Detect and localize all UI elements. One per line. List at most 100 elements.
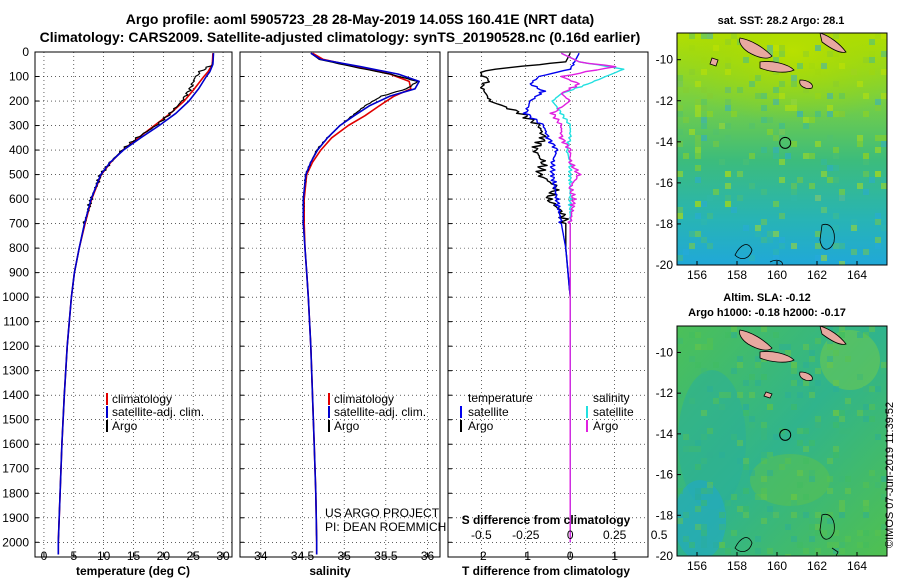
map-pixel	[851, 219, 857, 225]
map-pixel	[725, 171, 731, 177]
salinity-legend: climatology satellite-adj. clim. Argo	[328, 392, 426, 433]
map-pixel	[839, 332, 845, 338]
map-pixel	[743, 488, 749, 494]
map-pixel	[725, 201, 731, 207]
map-pixel	[839, 512, 845, 518]
map-pixel	[767, 45, 773, 51]
map-pixel	[725, 87, 731, 93]
map-pixel	[725, 183, 731, 189]
map-pixel	[773, 201, 779, 207]
map-pixel	[833, 51, 839, 57]
depth-tick-label: 700	[9, 217, 29, 231]
map-pixel	[689, 398, 695, 404]
x-tick-label: 36	[421, 549, 435, 563]
map-pixel	[743, 326, 749, 332]
salinity-lines	[301, 52, 421, 555]
map-pixel	[791, 81, 797, 87]
map-pixel	[809, 326, 815, 332]
sst-map: 156 158 160 162 164 -10 -12 -14 -16 -18 -20	[656, 32, 888, 282]
reef-outline	[819, 223, 835, 250]
sst-pixel-noise	[677, 33, 887, 265]
island-shape	[739, 37, 773, 59]
map-pixel	[707, 213, 713, 219]
temperature-x-ticks: 0 5 10 15 20 25 30	[35, 51, 230, 563]
reef-outline	[734, 244, 753, 260]
map-pixel	[695, 506, 701, 512]
map-pixel	[869, 404, 875, 410]
map-pixel	[791, 536, 797, 542]
map-pixel	[875, 147, 881, 153]
map-pixel	[815, 524, 821, 530]
map-pixel	[875, 171, 881, 177]
island-shape	[709, 57, 719, 67]
map-pixel	[827, 476, 833, 482]
map-pixel	[713, 45, 719, 51]
map-pixel	[695, 446, 701, 452]
map-pixel	[677, 518, 683, 524]
map-pixel	[701, 69, 707, 75]
map-pixel	[791, 404, 797, 410]
map-pixel	[791, 105, 797, 111]
map-pixel	[863, 542, 869, 548]
map-pixel	[791, 500, 797, 506]
map-pixel	[875, 105, 881, 111]
series-line	[549, 52, 617, 543]
map-pixel	[857, 135, 863, 141]
map-pixel	[713, 398, 719, 404]
map-pixel	[851, 225, 857, 231]
sla-low-patch	[678, 370, 746, 510]
map-pixel	[761, 518, 767, 524]
map-pixel	[833, 147, 839, 153]
map-pixel	[857, 530, 863, 536]
map-pixel	[839, 195, 845, 201]
map-pixel	[767, 231, 773, 237]
map-pixel	[791, 99, 797, 105]
map-pixel	[821, 530, 827, 536]
map-pixel	[677, 111, 683, 117]
map-pixel	[725, 99, 731, 105]
map-pixel	[719, 542, 725, 548]
map-pixel	[683, 434, 689, 440]
map-pixel	[779, 123, 785, 129]
map-pixel	[815, 422, 821, 428]
map-pixel	[731, 434, 737, 440]
map-pixel	[863, 404, 869, 410]
map-y-tick-label: -12	[656, 386, 674, 400]
map-pixel	[695, 153, 701, 159]
map-pixel	[695, 494, 701, 500]
map-pixel	[815, 45, 821, 51]
map-pixel	[731, 33, 737, 39]
depth-tick-label: 300	[9, 119, 29, 133]
map-pixel	[767, 452, 773, 458]
map-pixel	[833, 111, 839, 117]
map-pixel	[749, 416, 755, 422]
map-pixel	[827, 177, 833, 183]
map-pixel	[881, 494, 887, 500]
map-y-tick-label: -10	[656, 345, 674, 359]
map-pixel	[833, 446, 839, 452]
map-pixel	[797, 380, 803, 386]
reef-outline	[734, 537, 753, 553]
map-pixel	[857, 542, 863, 548]
map-pixel	[833, 452, 839, 458]
map-pixel	[695, 464, 701, 470]
map-pixel	[827, 458, 833, 464]
map-pixel	[761, 189, 767, 195]
map-pixel	[701, 524, 707, 530]
map-pixel	[749, 75, 755, 81]
map-pixel	[749, 255, 755, 261]
sst-land	[709, 33, 847, 89]
s-tick-label: -0.5	[471, 528, 492, 542]
map-pixel	[881, 183, 887, 189]
map-pixel	[677, 392, 683, 398]
map-pixel	[827, 93, 833, 99]
s-tick-label: -0.25	[512, 528, 540, 542]
map-pixel	[869, 386, 875, 392]
map-pixel	[833, 225, 839, 231]
map-pixel	[881, 177, 887, 183]
map-pixel	[761, 326, 767, 332]
map-pixel	[857, 332, 863, 338]
map-pixel	[791, 362, 797, 368]
map-pixel	[755, 548, 761, 554]
map-pixel	[809, 536, 815, 542]
